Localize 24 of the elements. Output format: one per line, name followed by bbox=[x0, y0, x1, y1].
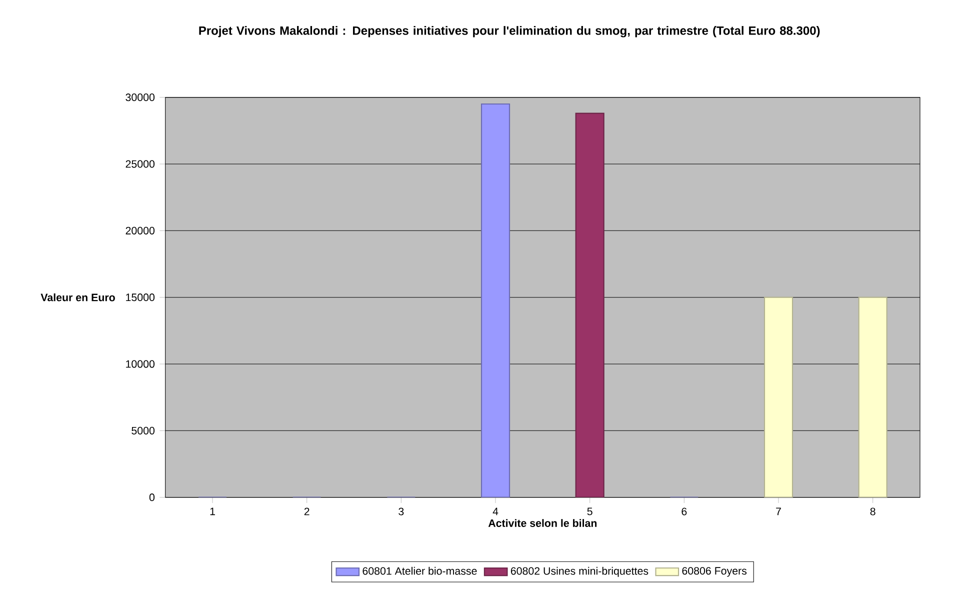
x-tick-label: 6 bbox=[682, 508, 687, 516]
y-tick-label: 15000 bbox=[126, 294, 155, 302]
y-tick-label: 25000 bbox=[126, 160, 155, 168]
bar bbox=[480, 103, 510, 498]
legend-label: 60806 Foyers bbox=[682, 567, 747, 577]
y-tick-label: 20000 bbox=[126, 226, 155, 234]
bar bbox=[858, 296, 888, 498]
x-tick-label: 5 bbox=[587, 508, 592, 516]
x-tick-label: 7 bbox=[776, 508, 781, 516]
y-tick-label: 10000 bbox=[126, 360, 155, 368]
y-tick-label: 30000 bbox=[126, 94, 155, 102]
chart-title: Projet Vivons Makalondi : Depenses initiatives pour l'elimination du smog, par trimestre (Total Euro 88.300) bbox=[199, 26, 820, 38]
y-tick-label: 5000 bbox=[132, 426, 155, 434]
x-tick-label: 1 bbox=[210, 508, 215, 516]
y-tick-label: 0 bbox=[149, 494, 155, 502]
x-tick-label: 8 bbox=[870, 508, 876, 516]
x-tick-label: 2 bbox=[304, 508, 310, 516]
y-axis-title: Valeur en Euro bbox=[40, 293, 115, 302]
bar bbox=[764, 296, 794, 498]
x-tick-label: 3 bbox=[398, 508, 404, 516]
legend-label: 60801 Atelier bio-masse bbox=[362, 566, 477, 575]
legend-label: 60802 Usines mini-briquettes bbox=[510, 566, 648, 577]
x-axis-title: Activite selon le bilan bbox=[488, 519, 597, 527]
x-tick-label: 4 bbox=[492, 508, 498, 516]
